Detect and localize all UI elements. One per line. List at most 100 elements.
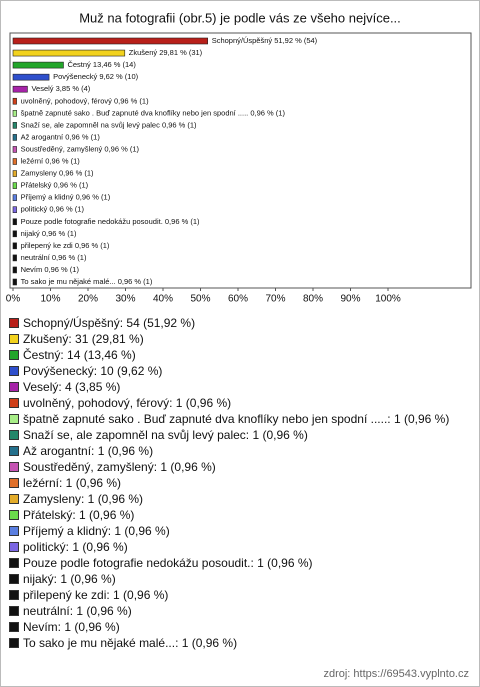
bar-category: Veselý xyxy=(31,84,53,93)
legend-label: To sako je mu nějaké malé...: 1 (0,96 %) xyxy=(23,636,238,650)
legend-swatch xyxy=(9,606,19,616)
legend-item: Příjemý a klidný: 1 (0,96 %) xyxy=(9,523,464,539)
value-label: 0,96 % (1) xyxy=(44,265,79,274)
bar-category: Přátelský xyxy=(21,181,52,190)
legend-swatch xyxy=(9,366,19,376)
bar-label: Soustředěný, zamyšlený 0,96 % (1) xyxy=(21,144,140,153)
bar-label: uvolněný, pohodový, férový 0,96 % (1) xyxy=(21,96,150,105)
chart-title: Muž na fotografii (obr.5) je podle vás z… xyxy=(79,10,401,25)
legend-item: nijaký: 1 (0,96 %) xyxy=(9,571,464,587)
bar xyxy=(12,218,17,226)
bar-label: Zkušený 29,81 % (31) xyxy=(129,48,203,57)
legend-label: nijaký: 1 (0,96 %) xyxy=(23,572,116,586)
bar xyxy=(12,97,17,105)
x-tick-label: 100% xyxy=(375,294,401,305)
legend-label: Soustředěný, zamyšlený: 1 (0,96 %) xyxy=(23,460,216,474)
value-label: 0,96 % (1) xyxy=(162,120,197,129)
legend-item: ležérní: 1 (0,96 %) xyxy=(9,475,464,491)
plot-frame xyxy=(9,32,472,289)
value-label: 0,96 % (1) xyxy=(49,205,84,214)
legend-item: To sako je mu nějaké malé...: 1 (0,96 %) xyxy=(9,635,464,651)
legend-label: uvolněný, pohodový, férový: 1 (0,96 %) xyxy=(23,396,232,410)
x-tick-label: 50% xyxy=(190,294,210,305)
bar-label: Příjemý a klidný 0,96 % (1) xyxy=(21,193,111,202)
bar-label: Povýšenecký 9,62 % (10) xyxy=(53,72,139,81)
bar-label: politický 0,96 % (1) xyxy=(21,205,85,214)
legend-label: Snaží se, ale zapomněl na svůj levý pale… xyxy=(23,428,308,442)
bar-label: Přátelský 0,96 % (1) xyxy=(21,181,89,190)
legend-item: Povýšenecký: 10 (9,62 %) xyxy=(9,363,464,379)
bar xyxy=(12,266,17,274)
bar xyxy=(12,170,17,177)
bar-category: Zkušený xyxy=(129,48,158,57)
value-label: 0,96 % (1) xyxy=(59,169,94,178)
legend-label: Přátelský: 1 (0,96 %) xyxy=(23,508,135,522)
bar-label: Zamysleny 0,96 % (1) xyxy=(21,169,94,178)
legend-label: Zamysleny: 1 (0,96 %) xyxy=(23,492,144,506)
value-label: 0,96 % (1) xyxy=(165,217,200,226)
legend-label: Veselý: 4 (3,85 %) xyxy=(23,380,121,394)
legend-swatch xyxy=(9,478,19,488)
legend-label: Pouze podle fotografie nedokážu posoudit… xyxy=(23,556,313,570)
bar-category: To sako je mu nějaké malé... xyxy=(21,277,116,286)
bar-category: politický xyxy=(21,205,48,214)
value-label: 13,46 % (14) xyxy=(93,60,136,69)
bar-label: To sako je mu nějaké malé... 0,96 % (1) xyxy=(21,277,153,286)
bar-category: Schopný/Úspěšný xyxy=(212,36,273,45)
legend-swatch xyxy=(9,638,19,648)
legend-label: Příjemý a klidný: 1 (0,96 %) xyxy=(23,524,170,538)
legend-item: uvolněný, pohodový, férový: 1 (0,96 %) xyxy=(9,395,464,411)
legend-item: přilepený ke zdi: 1 (0,96 %) xyxy=(9,587,464,603)
x-tick-label: 10% xyxy=(40,294,60,305)
bar xyxy=(12,110,17,117)
value-label: 29,81 % (31) xyxy=(159,48,202,57)
bar-category: nijaký xyxy=(21,229,40,238)
x-tick-label: 90% xyxy=(340,294,360,305)
bar xyxy=(12,85,28,93)
legend-item: Až arogantní: 1 (0,96 %) xyxy=(9,443,464,459)
bar-label: Až arogantní 0,96 % (1) xyxy=(21,132,101,141)
x-tick-label: 70% xyxy=(265,294,285,305)
legend-label: Až arogantní: 1 (0,96 %) xyxy=(23,444,154,458)
bar xyxy=(12,49,126,57)
bar-category: ležérní xyxy=(21,156,44,165)
legend-label: přilepený ke zdi: 1 (0,96 %) xyxy=(23,588,169,602)
bar-category: neutrální xyxy=(21,253,51,262)
chart: Muž na fotografii (obr.5) je podle vás z… xyxy=(6,10,472,305)
bar xyxy=(12,73,50,81)
bar-label: Čestný 13,46 % (14) xyxy=(67,60,136,69)
value-label: 0,96 % (1) xyxy=(52,253,87,262)
legend-label: politický: 1 (0,96 %) xyxy=(23,540,128,554)
legend-swatch xyxy=(9,622,19,632)
bar-category: přilepený ke zdi xyxy=(21,241,73,250)
legend-swatch xyxy=(9,574,19,584)
value-label: 0,96 % (1) xyxy=(76,193,111,202)
legend: Schopný/Úspěšný: 54 (51,92 %) Zkušený: 31… xyxy=(9,315,464,651)
legend-item: Veselý: 4 (3,85 %) xyxy=(9,379,464,395)
bar-label: Snaží se, ale zapomněl na svůj levý pale… xyxy=(21,120,197,129)
legend-item: politický: 1 (0,96 %) xyxy=(9,539,464,555)
x-tick-label: 80% xyxy=(303,294,323,305)
bar-category: Příjemý a klidný xyxy=(21,193,74,202)
legend-item: Pouze podle fotografie nedokážu posoudit… xyxy=(9,555,464,571)
legend-swatch xyxy=(9,558,19,568)
x-tick-label: 0% xyxy=(6,294,21,305)
value-label: 51,92 % (54) xyxy=(274,36,317,45)
legend-swatch xyxy=(9,446,19,456)
bar xyxy=(12,278,17,286)
value-label: 0,96 % (1) xyxy=(250,108,285,117)
bar xyxy=(12,254,17,262)
legend-swatch xyxy=(9,414,19,424)
value-label: 0,96 % (1) xyxy=(118,277,153,286)
bar-category: uvolněný, pohodový, férový xyxy=(21,96,113,105)
legend-item: Zkušený: 31 (29,81 %) xyxy=(9,331,464,347)
bar-label: neutrální 0,96 % (1) xyxy=(21,253,87,262)
legend-item: Přátelský: 1 (0,96 %) xyxy=(9,507,464,523)
legend-label: Schopný/Úspěšný: 54 (51,92 %) xyxy=(23,316,196,330)
legend-item: Schopný/Úspěšný: 54 (51,92 %) xyxy=(9,315,464,331)
bar xyxy=(12,182,17,189)
x-tick-label: 40% xyxy=(153,294,173,305)
value-label: 9,62 % (10) xyxy=(99,72,138,81)
bar-label: ležérní 0,96 % (1) xyxy=(21,156,81,165)
value-label: 3,85 % (4) xyxy=(56,84,91,93)
